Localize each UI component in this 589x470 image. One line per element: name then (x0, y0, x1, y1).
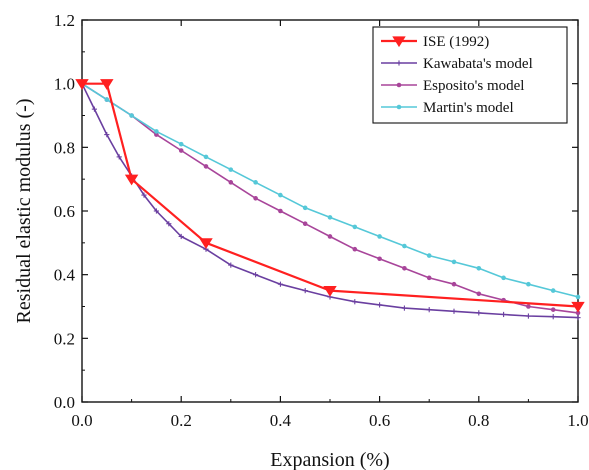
data-point (253, 195, 258, 201)
y-tick-label: 1.2 (54, 11, 75, 30)
series-layer (75, 79, 585, 321)
data-point (154, 129, 159, 134)
legend-marker (392, 36, 406, 48)
data-point (402, 243, 407, 249)
data-point (199, 238, 213, 249)
legend-marker (396, 82, 402, 88)
y-tick-label: 0.0 (54, 393, 75, 412)
data-point (352, 224, 358, 230)
data-point (278, 208, 283, 214)
series-0 (75, 79, 585, 313)
data-point (178, 148, 184, 153)
y-tick-label: 1.0 (54, 75, 75, 94)
data-point (166, 221, 172, 227)
legend-label: Martin's model (423, 100, 514, 116)
data-point (550, 288, 556, 293)
data-point (91, 106, 97, 112)
x-tick-label: 0.2 (171, 411, 192, 430)
y-tick-label: 0.6 (54, 202, 75, 221)
data-point (575, 310, 581, 316)
data-point (302, 205, 308, 211)
data-point (476, 266, 482, 271)
data-point (104, 97, 110, 102)
data-point (550, 314, 556, 320)
data-point (352, 246, 358, 252)
data-point (228, 180, 234, 185)
x-tick-label: 0.6 (369, 411, 390, 430)
data-point (571, 301, 585, 313)
data-point (401, 305, 407, 311)
data-point (575, 294, 581, 300)
data-point (377, 256, 382, 262)
data-point (377, 302, 383, 308)
x-tick-label: 1.0 (567, 411, 588, 430)
data-point (352, 299, 358, 305)
data-point (327, 234, 333, 239)
data-point (129, 113, 134, 118)
data-point (302, 221, 308, 227)
data-point (426, 275, 432, 281)
data-point (476, 291, 482, 297)
data-point (426, 307, 432, 313)
data-point (476, 310, 482, 316)
y-tick-label: 0.4 (54, 266, 76, 285)
y-tick-label: 0.2 (54, 329, 75, 348)
data-point (327, 215, 333, 220)
data-point (377, 234, 382, 239)
x-tick-label: 0.4 (270, 411, 292, 430)
x-tick-label: 0.8 (468, 411, 489, 430)
axes: 0.0 0.2 0.4 0.6 0.8 1.0 0.0 0.2 0.4 0.6 0.8 1.0 1.2 (54, 11, 589, 430)
data-point (451, 281, 457, 287)
legend-marker (396, 104, 402, 110)
data-point (100, 79, 114, 90)
data-point (277, 281, 283, 287)
series-line (82, 82, 579, 308)
data-point (550, 307, 556, 312)
legend-marker (396, 60, 402, 66)
data-point (203, 154, 209, 160)
data-point (575, 315, 581, 321)
data-point (525, 313, 531, 319)
y-tick-label: 0.8 (54, 138, 75, 157)
data-point (178, 233, 184, 240)
legend-label: Esposito's model (423, 78, 524, 94)
data-point (526, 304, 531, 309)
legend-item: ISE (1992) (381, 34, 489, 50)
legend-label: Kawabata's model (423, 56, 533, 72)
data-point (75, 79, 89, 90)
data-point (153, 208, 159, 214)
data-point (141, 192, 147, 198)
data-point (323, 285, 337, 297)
legend-item: Esposito's model (381, 78, 524, 94)
data-point (451, 308, 457, 314)
x-axis-title: Expansion (%) (270, 449, 389, 470)
data-point (124, 174, 139, 186)
data-point (501, 275, 506, 281)
data-point (253, 180, 258, 185)
data-point (203, 164, 209, 169)
series-2 (79, 81, 581, 316)
x-tick-label: 0.0 (71, 411, 92, 430)
legend-item: Martin's model (381, 100, 514, 116)
data-point (426, 253, 432, 258)
data-point (278, 192, 283, 198)
data-point (154, 132, 159, 137)
legend-item: Kawabata's model (381, 56, 533, 72)
data-point (501, 311, 507, 318)
data-point (104, 132, 110, 138)
data-point (228, 262, 234, 268)
data-point (178, 141, 184, 147)
data-point (451, 259, 457, 265)
legend-label: ISE (1992) (423, 34, 489, 50)
data-point (116, 154, 122, 160)
data-point (526, 281, 531, 287)
legend: ISE (1992) Kawabata's model Esposito's mod… (372, 26, 568, 124)
data-point (302, 287, 308, 294)
y-axis-title: Residual elastic modulus (-) (13, 99, 35, 324)
data-point (402, 266, 407, 271)
data-point (253, 272, 259, 278)
data-point (228, 167, 234, 172)
